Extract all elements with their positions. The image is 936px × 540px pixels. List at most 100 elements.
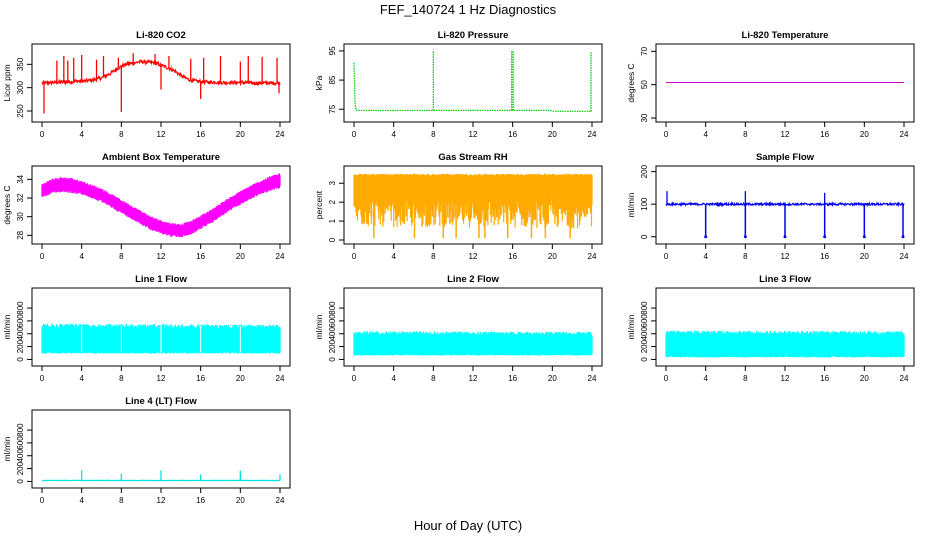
- panel-8-ytick-label: 200: [328, 339, 337, 353]
- panel-10-xtick-label: 4: [79, 496, 84, 505]
- panel-9-xtick-label: 12: [781, 374, 790, 383]
- panel-3-xtick-label: 12: [781, 130, 790, 139]
- panel-7-ytick-label: 200: [16, 339, 25, 353]
- panel-10-xtick-label: 0: [40, 496, 45, 505]
- panel-8: Line 2 Flow ml/min 0 4 8 12 16 20 24 0 20040060080…: [314, 274, 603, 383]
- panel-4-series-area: [41, 173, 281, 238]
- panel-3-ytick-label: 50: [640, 80, 649, 89]
- x-axis-title: Hour of Day (UTC): [413, 518, 523, 533]
- panel-4-ylabel: degrees C: [2, 185, 12, 224]
- panel-5-ylabel: percent: [314, 190, 324, 219]
- panel-2-xtick-label: 12: [469, 130, 478, 139]
- panel-8-series-area: [353, 331, 593, 356]
- panel-4-ytick-label: 28: [16, 230, 25, 239]
- panel-7-ytick-label: 800: [16, 301, 25, 315]
- panel-5-xtick-label: 8: [431, 252, 436, 261]
- panel-8-xtick-label: 4: [391, 374, 396, 383]
- panel-1-xtick-label: 8: [119, 130, 124, 139]
- panel-5-ytick-label: 0: [328, 237, 337, 242]
- panel-9-ytick-label: 400: [640, 327, 649, 341]
- panel-1-title: Li-820 CO2: [136, 30, 186, 41]
- panel-9-ytick-label: 600: [640, 314, 649, 328]
- panel-6-title: Sample Flow: [756, 152, 815, 163]
- panel-6-dip-point: [704, 235, 708, 239]
- panel-1-xtick-label: 0: [40, 130, 45, 139]
- panel-7: Line 1 Flow ml/min 0 4 8 12 16 20 24 0 20040060080…: [2, 274, 291, 383]
- panel-4-data: [41, 173, 281, 238]
- panel-1-xtick-label: 24: [276, 130, 285, 139]
- panel-7-xtick-label: 4: [79, 374, 84, 383]
- panel-2-xtick-label: 20: [548, 130, 557, 139]
- panel-8-ytick-label: 800: [328, 301, 337, 315]
- figure-title: FEF_140724 1 Hz Diagnostics: [379, 2, 557, 17]
- panel-2-ytick-label: 85: [328, 75, 337, 84]
- panel-8-xtick-label: 12: [469, 374, 478, 383]
- panel-10-ytick-label: 400: [16, 449, 25, 463]
- panel-7-xtick-label: 20: [236, 374, 245, 383]
- panel-6-ytick-label: 200: [640, 164, 649, 178]
- panel-4-xtick-label: 8: [119, 252, 124, 261]
- panel-6-dip-point: [743, 235, 747, 239]
- panel-3-title: Li-820 Temperature: [742, 30, 829, 41]
- panel-9-title: Line 3 Flow: [759, 274, 811, 285]
- panel-1-xtick-label: 4: [79, 130, 84, 139]
- panel-9: Line 3 Flow ml/min 0 4 8 12 16 20 24 0 20040060080…: [626, 274, 915, 383]
- panel-5-xtick-label: 0: [352, 252, 357, 261]
- panel-4-xtick-label: 4: [79, 252, 84, 261]
- panel-3-ytick-label: 30: [640, 113, 649, 122]
- panel-10-data: [42, 469, 281, 482]
- panel-6-xtick-label: 20: [860, 252, 869, 261]
- panel-2-xtick-label: 4: [391, 130, 396, 139]
- panel-9-ytick-label: 0: [640, 357, 649, 362]
- panel-5-ytick-label: 3: [328, 180, 337, 185]
- panel-5-title: Gas Stream RH: [438, 152, 507, 163]
- panel-4-xtick-label: 0: [40, 252, 45, 261]
- panel-7-xtick-label: 0: [40, 374, 45, 383]
- panel-7-xtick-label: 24: [276, 374, 285, 383]
- panel-9-ytick-label: 200: [640, 339, 649, 353]
- panel-8-xtick-label: 0: [352, 374, 357, 383]
- panel-7-ytick-label: 0: [16, 357, 25, 362]
- panel-5-ytick-label: 1: [328, 218, 337, 223]
- panel-3-ytick-label: 70: [640, 46, 649, 55]
- panel-1-xtick-label: 12: [157, 130, 166, 139]
- panel-9-series-area: [665, 330, 905, 358]
- panel-1-ytick-label: 250: [16, 104, 25, 118]
- panel-10-xtick-label: 12: [157, 496, 166, 505]
- panel-10-ytick-label: 200: [16, 461, 25, 475]
- panel-5-series-area: [353, 173, 593, 229]
- panel-8-ytick-label: 600: [328, 314, 337, 328]
- panel-7-ylabel: ml/min: [2, 314, 12, 339]
- panel-6-dip-point: [823, 235, 827, 239]
- panel-10-xtick-label: 8: [119, 496, 124, 505]
- panel-3-ylabel: degrees C: [626, 63, 636, 102]
- panel-10-xtick-label: 16: [196, 496, 205, 505]
- panel-7-ytick-label: 600: [16, 314, 25, 328]
- panel-3-xtick-label: 24: [900, 130, 909, 139]
- panel-6-xtick-label: 8: [743, 252, 748, 261]
- panel-10-ytick-label: 800: [16, 423, 25, 437]
- panel-8-xtick-label: 8: [431, 374, 436, 383]
- panel-10-xtick-label: 24: [276, 496, 285, 505]
- panel-4-ytick-label: 34: [16, 174, 25, 183]
- panel-6-xtick-label: 0: [664, 252, 669, 261]
- panel-8-ytick-label: 0: [328, 357, 337, 362]
- panel-4-ytick-label: 32: [16, 193, 25, 202]
- panel-1-ytick-label: 350: [16, 57, 25, 71]
- panel-6-xtick-label: 12: [781, 252, 790, 261]
- panel-3-xtick-label: 4: [703, 130, 708, 139]
- panel-5-ytick-label: 2: [328, 199, 337, 204]
- panel-9-ytick-label: 800: [640, 301, 649, 315]
- panel-6-dip-point: [862, 235, 866, 239]
- panel-5-xtick-label: 16: [508, 252, 517, 261]
- panel-4-xtick-label: 16: [196, 252, 205, 261]
- panel-2-xtick-label: 16: [508, 130, 517, 139]
- panel-5-xtick-label: 4: [391, 252, 396, 261]
- panel-3-xtick-label: 0: [664, 130, 669, 139]
- panel-5-xtick-label: 24: [588, 252, 597, 261]
- panel-6-ytick-label: 0: [640, 234, 649, 239]
- panel-9-xtick-label: 4: [703, 374, 708, 383]
- panel-1: Li-820 CO2 Licor ppm 0 4 8 12 16 20 24 250 300 350: [2, 30, 291, 139]
- panel-3-xtick-label: 8: [743, 130, 748, 139]
- panel-8-ylabel: ml/min: [314, 314, 324, 339]
